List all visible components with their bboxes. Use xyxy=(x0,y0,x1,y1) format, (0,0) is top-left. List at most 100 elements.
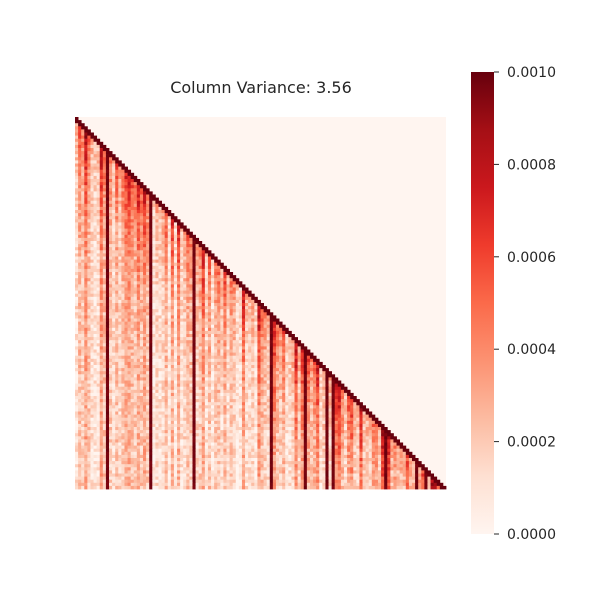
heatmap-cell xyxy=(90,287,94,291)
heatmap-cell xyxy=(115,281,119,285)
heatmap-cell xyxy=(263,315,268,319)
heatmap-cell xyxy=(195,358,200,363)
heatmap-cell xyxy=(84,185,88,189)
heatmap-cell xyxy=(177,306,181,310)
heatmap-cell xyxy=(325,392,329,397)
heatmap-cell xyxy=(226,334,230,338)
heatmap-cell xyxy=(195,380,200,384)
heatmap-cell xyxy=(112,234,116,239)
heatmap-cell xyxy=(254,352,258,357)
heatmap-cell xyxy=(87,237,91,242)
heatmap-cell xyxy=(275,349,280,353)
heatmap-cell xyxy=(78,160,82,164)
heatmap-cell xyxy=(152,247,156,251)
heatmap-cell xyxy=(158,299,162,304)
heatmap-cell xyxy=(75,349,79,353)
heatmap-cell xyxy=(207,299,212,304)
heatmap-cell xyxy=(173,278,178,282)
heatmap-cell xyxy=(152,330,156,335)
heatmap-cell xyxy=(232,352,237,357)
heatmap-cell xyxy=(152,206,156,211)
heatmap-cell xyxy=(251,324,255,329)
heatmap-cell xyxy=(109,383,113,388)
heatmap-cell xyxy=(195,309,200,313)
heatmap-cell xyxy=(232,334,237,338)
heatmap-cell xyxy=(279,343,283,347)
heatmap-cell xyxy=(275,346,280,350)
heatmap-cell xyxy=(257,361,261,366)
heatmap-cell xyxy=(130,210,135,214)
heatmap-cell xyxy=(167,368,172,372)
heatmap-cell xyxy=(297,365,302,369)
heatmap-cell xyxy=(81,296,85,301)
heatmap-cell xyxy=(90,225,94,229)
heatmap-cell xyxy=(102,374,107,378)
heatmap-cell xyxy=(155,411,159,415)
heatmap-cell xyxy=(201,352,206,357)
heatmap-cell xyxy=(87,179,91,183)
heatmap-cell xyxy=(124,399,128,403)
heatmap-cell xyxy=(146,318,150,322)
heatmap-cell xyxy=(217,346,221,350)
heatmap-cell xyxy=(207,312,212,316)
heatmap-cell xyxy=(177,377,181,381)
heatmap-cell xyxy=(297,355,302,360)
heatmap-cell xyxy=(87,213,91,217)
heatmap-cell xyxy=(189,250,193,254)
heatmap-cell xyxy=(254,361,258,366)
heatmap-cell xyxy=(167,299,172,304)
heatmap-cell xyxy=(75,241,79,245)
heatmap-cell xyxy=(133,244,138,248)
heatmap-cell xyxy=(189,315,193,319)
heatmap-cell xyxy=(124,191,128,195)
heatmap-cell xyxy=(207,315,212,319)
heatmap-cell xyxy=(121,414,125,419)
heatmap-cell xyxy=(87,380,91,384)
heatmap-cell xyxy=(207,368,212,372)
heatmap-cell xyxy=(87,340,91,344)
heatmap-cell xyxy=(245,392,249,397)
heatmap-cell xyxy=(279,389,283,394)
heatmap-cell xyxy=(180,234,184,239)
heatmap-cell xyxy=(189,417,193,422)
heatmap-cell xyxy=(288,346,292,350)
heatmap-cell xyxy=(81,386,85,391)
heatmap-cell xyxy=(121,330,125,335)
heatmap-cell xyxy=(90,144,94,149)
heatmap-cell xyxy=(158,296,162,301)
heatmap-cell xyxy=(288,349,292,353)
heatmap-cell xyxy=(87,309,91,313)
heatmap-cell xyxy=(173,414,178,419)
heatmap-cell xyxy=(198,318,203,322)
heatmap-cell xyxy=(90,303,94,307)
heatmap-cell xyxy=(229,293,234,298)
heatmap-cell xyxy=(133,200,138,205)
heatmap-cell xyxy=(75,374,79,378)
heatmap-cell xyxy=(371,420,376,425)
heatmap-cell xyxy=(183,250,187,254)
heatmap-cell xyxy=(189,253,193,257)
heatmap-cell xyxy=(112,157,116,161)
heatmap-cell xyxy=(220,371,224,375)
heatmap-cell xyxy=(121,355,125,360)
heatmap-cell xyxy=(78,396,82,400)
heatmap-cell xyxy=(211,405,215,409)
heatmap-cell xyxy=(158,268,162,273)
heatmap-cell xyxy=(81,377,85,381)
heatmap-cell xyxy=(183,358,187,363)
heatmap-cell xyxy=(152,312,156,316)
heatmap-cell xyxy=(149,309,153,313)
heatmap-cell xyxy=(124,346,128,350)
heatmap-cell xyxy=(133,247,138,251)
heatmap-cell xyxy=(130,374,135,378)
heatmap-cell xyxy=(158,315,162,319)
heatmap-cell xyxy=(186,368,190,372)
heatmap-cell xyxy=(204,361,209,366)
heatmap-cell xyxy=(90,259,94,264)
heatmap-cell xyxy=(173,234,178,239)
heatmap-cell xyxy=(109,272,113,276)
heatmap-cell xyxy=(337,417,342,422)
heatmap-cell xyxy=(112,253,116,257)
heatmap-cell xyxy=(180,244,184,248)
heatmap-cell xyxy=(112,237,116,242)
